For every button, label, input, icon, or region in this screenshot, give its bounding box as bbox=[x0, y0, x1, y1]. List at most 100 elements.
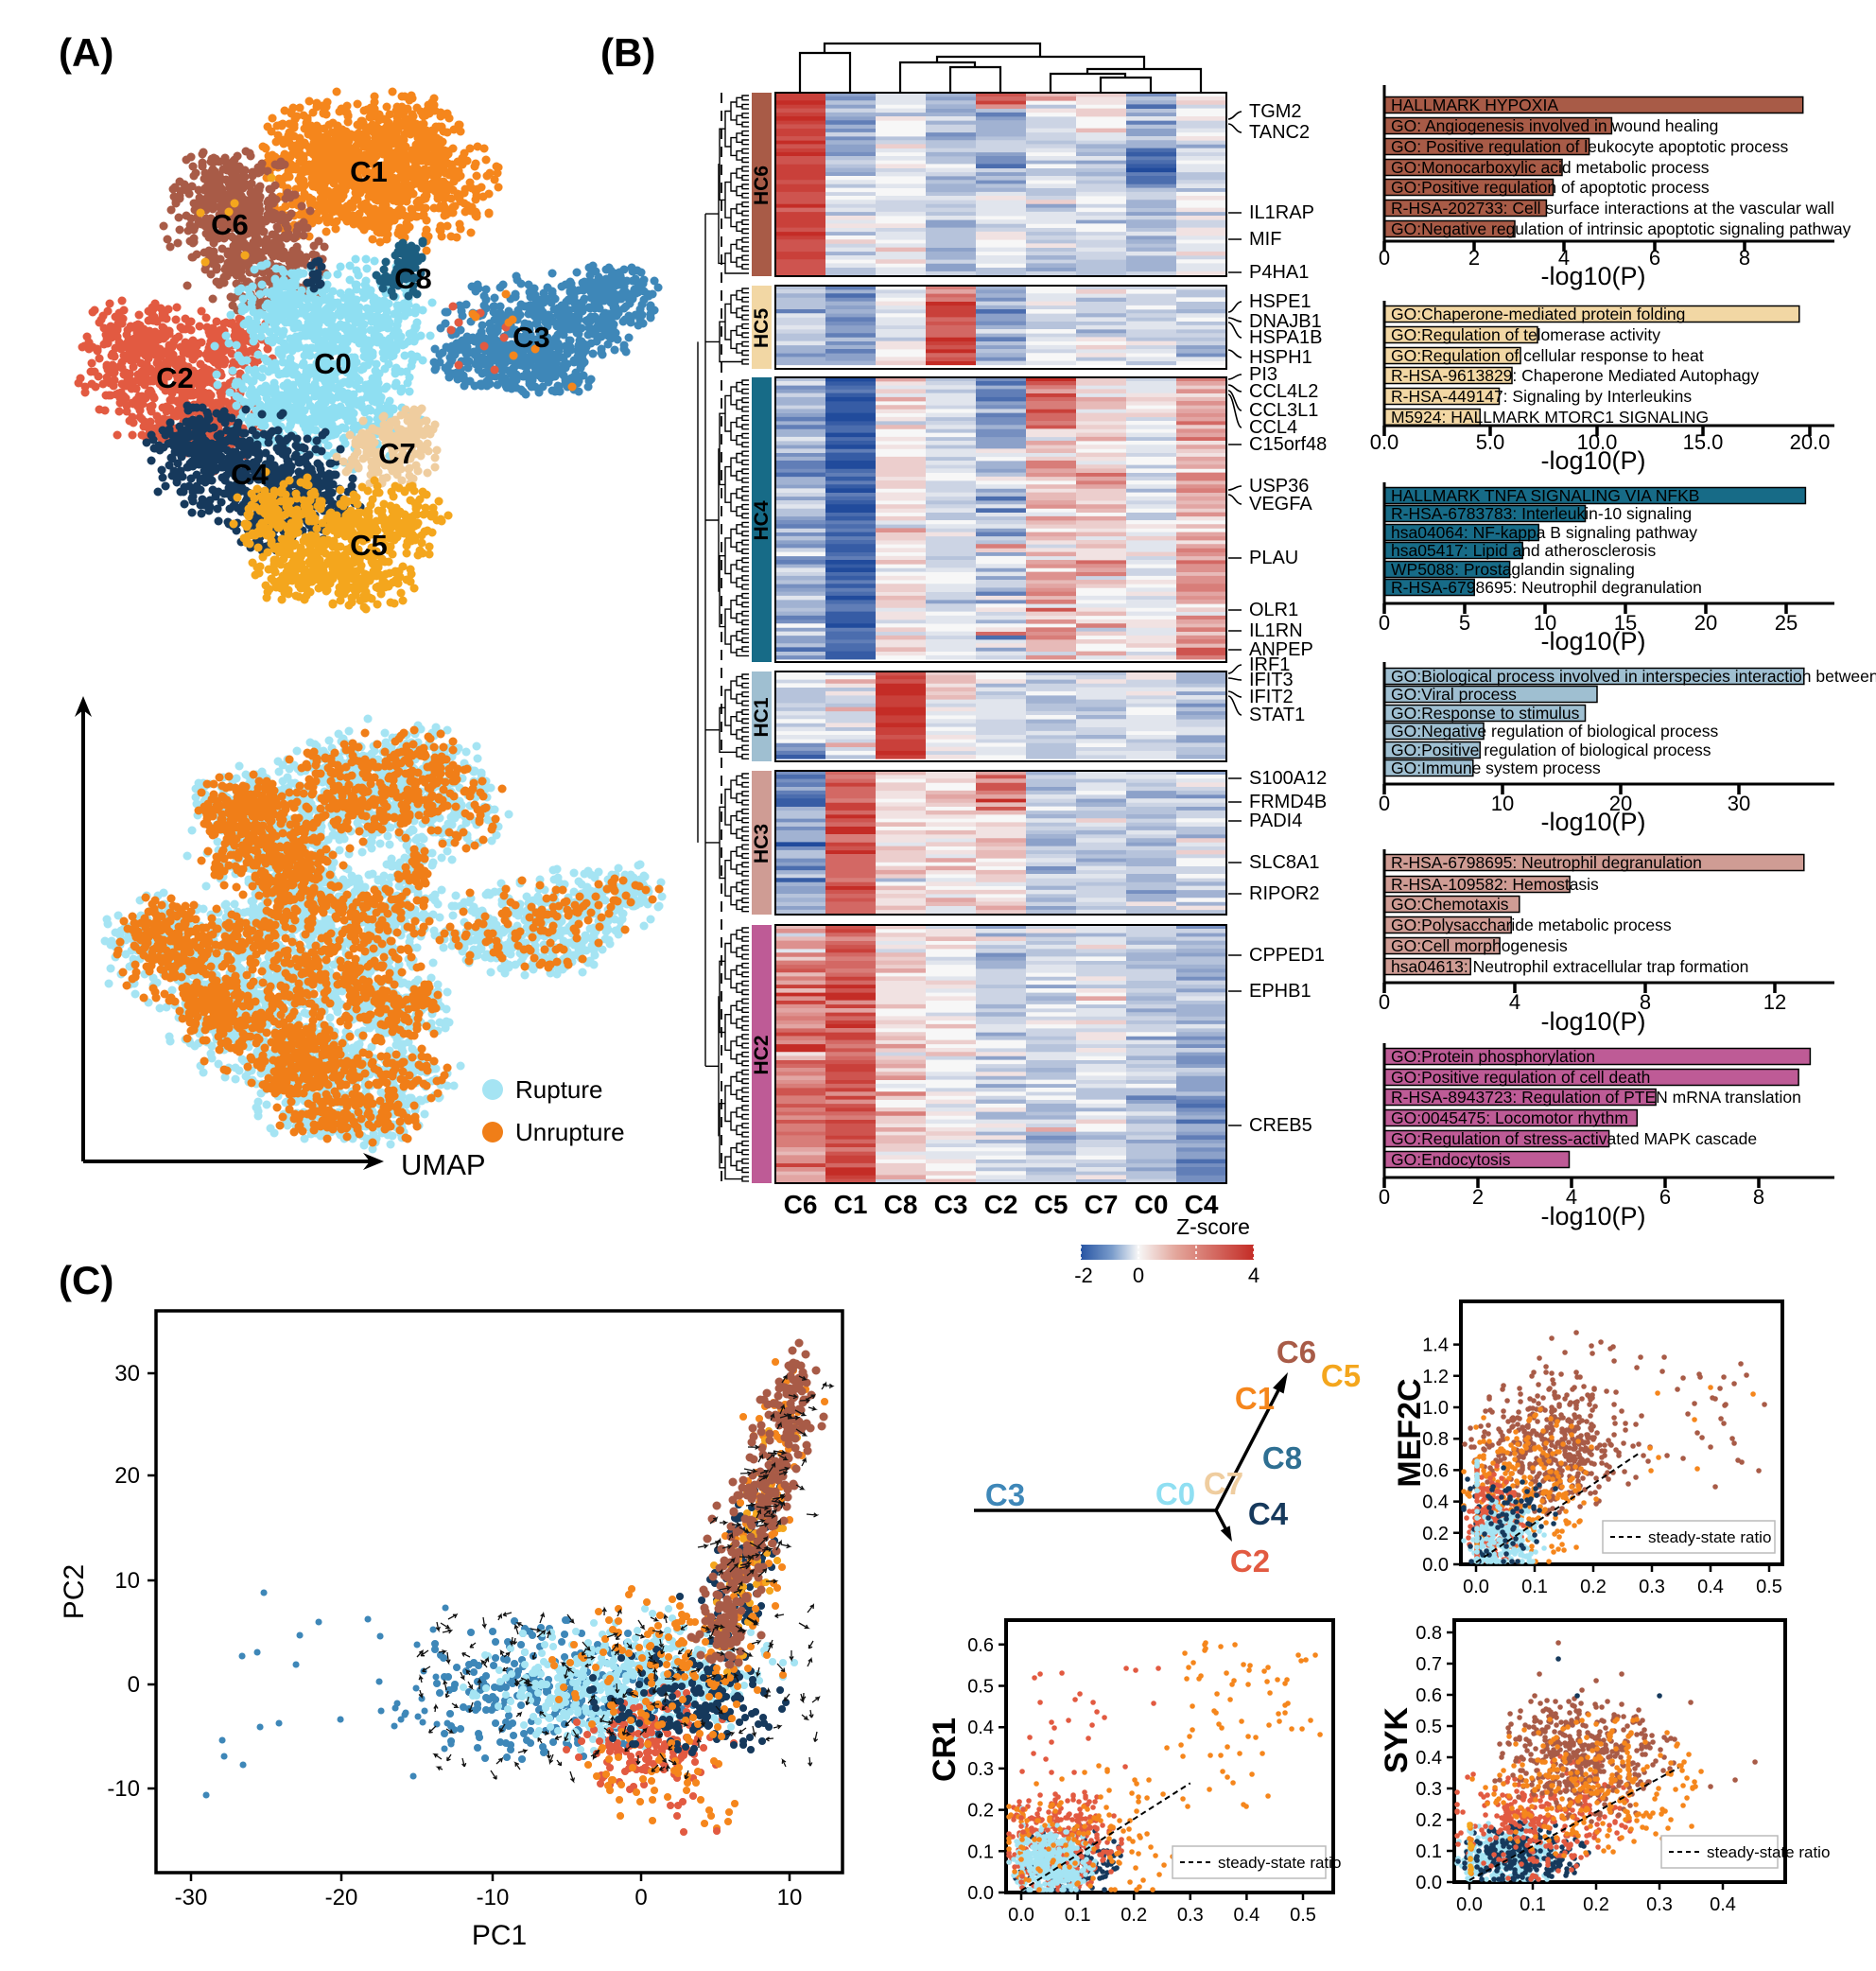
svg-text:C2: C2 bbox=[984, 1190, 1018, 1219]
svg-text:C0: C0 bbox=[1135, 1190, 1169, 1219]
svg-text:HC6: HC6 bbox=[751, 166, 773, 205]
svg-text:4: 4 bbox=[1509, 990, 1520, 1014]
svg-text:20: 20 bbox=[114, 1463, 140, 1489]
svg-text:IRF1: IRF1 bbox=[1249, 654, 1290, 675]
svg-text:-log10(P): -log10(P) bbox=[1540, 1202, 1645, 1230]
svg-text:C5: C5 bbox=[1034, 1190, 1068, 1219]
svg-text:GO:Negative regulation of intr: GO:Negative regulation of intrinsic apop… bbox=[1391, 219, 1851, 238]
svg-text:0.6: 0.6 bbox=[967, 1635, 994, 1656]
svg-text:0.3: 0.3 bbox=[967, 1759, 994, 1780]
svg-text:1.2: 1.2 bbox=[1422, 1367, 1449, 1387]
svg-text:R-HSA-6798695: Neutrophil degr: R-HSA-6798695: Neutrophil degranulation bbox=[1391, 578, 1702, 597]
svg-text:GO:Endocytosis: GO:Endocytosis bbox=[1391, 1150, 1511, 1169]
svg-text:C4: C4 bbox=[1248, 1496, 1289, 1531]
svg-text:C3: C3 bbox=[512, 321, 550, 354]
svg-text:C1: C1 bbox=[1235, 1381, 1275, 1416]
svg-text:0.0: 0.0 bbox=[1422, 1555, 1449, 1576]
svg-text:IFIT2: IFIT2 bbox=[1249, 687, 1294, 707]
svg-text:R-HSA-202733: Cell surface int: R-HSA-202733: Cell surface interactions … bbox=[1391, 199, 1834, 218]
svg-text:-log10(P): -log10(P) bbox=[1540, 262, 1645, 290]
svg-text:S100A12: S100A12 bbox=[1249, 768, 1327, 789]
svg-text:VEGFA: VEGFA bbox=[1249, 494, 1312, 515]
svg-text:GO:Monocarboxylic acid metabol: GO:Monocarboxylic acid metabolic process bbox=[1391, 158, 1710, 177]
svg-text:0.3: 0.3 bbox=[1646, 1894, 1673, 1915]
svg-text:HC3: HC3 bbox=[751, 824, 773, 863]
svg-text:30: 30 bbox=[114, 1361, 140, 1387]
svg-text:-20: -20 bbox=[325, 1885, 358, 1910]
svg-text:8: 8 bbox=[1753, 1185, 1764, 1209]
svg-text:TANC2: TANC2 bbox=[1249, 122, 1310, 143]
svg-text:GO:Chaperone-mediated protein: GO:Chaperone-mediated protein folding bbox=[1391, 305, 1685, 323]
svg-text:C2: C2 bbox=[1230, 1544, 1270, 1579]
svg-text:R-HSA-6798695: Neutrophil degr: R-HSA-6798695: Neutrophil degranulation bbox=[1391, 853, 1702, 872]
svg-text:4: 4 bbox=[1248, 1264, 1259, 1287]
svg-text:HSPE1: HSPE1 bbox=[1249, 291, 1311, 312]
svg-text:hsa04613: Neutrophil extracell: hsa04613: Neutrophil extracellular trap … bbox=[1391, 957, 1748, 976]
svg-text:-log10(P): -log10(P) bbox=[1540, 1007, 1645, 1036]
svg-text:GO:Response to stimulus: GO:Response to stimulus bbox=[1391, 704, 1580, 723]
svg-text:0.4: 0.4 bbox=[1422, 1492, 1449, 1513]
svg-text:GO:Immune system process: GO:Immune system process bbox=[1391, 759, 1601, 777]
svg-text:steady-state ratio: steady-state ratio bbox=[1218, 1854, 1341, 1872]
svg-text:0.3: 0.3 bbox=[1416, 1779, 1442, 1800]
svg-text:0.0: 0.0 bbox=[1463, 1577, 1489, 1597]
svg-text:HC2: HC2 bbox=[751, 1035, 773, 1074]
svg-text:SYK: SYK bbox=[1379, 1707, 1415, 1773]
svg-text:CCL4: CCL4 bbox=[1249, 417, 1297, 438]
svg-text:-2: -2 bbox=[1074, 1264, 1093, 1287]
svg-text:0.1: 0.1 bbox=[1416, 1841, 1442, 1862]
svg-text:STAT1: STAT1 bbox=[1249, 705, 1305, 725]
svg-text:GO:0045475: Locomotor rhythm: GO:0045475: Locomotor rhythm bbox=[1391, 1108, 1628, 1127]
svg-text:0.4: 0.4 bbox=[1697, 1577, 1724, 1597]
svg-text:0.2: 0.2 bbox=[1580, 1577, 1607, 1597]
svg-text:C7: C7 bbox=[378, 437, 416, 470]
svg-text:0.0: 0.0 bbox=[1416, 1873, 1442, 1893]
svg-text:R-HSA-8943723: Regulation of P: R-HSA-8943723: Regulation of PTEN mRNA t… bbox=[1391, 1088, 1801, 1107]
svg-text:C0: C0 bbox=[1155, 1476, 1195, 1511]
svg-text:0.4: 0.4 bbox=[967, 1718, 994, 1738]
svg-text:GO:Positive regulation of biol: GO:Positive regulation of biological pro… bbox=[1391, 741, 1711, 759]
svg-text:C1: C1 bbox=[350, 155, 388, 188]
svg-text:Z-score: Z-score bbox=[1176, 1214, 1250, 1239]
svg-text:0.8: 0.8 bbox=[1422, 1429, 1449, 1450]
svg-text:GO:Positive regulation of apop: GO:Positive regulation of apoptotic proc… bbox=[1391, 178, 1710, 197]
svg-text:SLC8A1: SLC8A1 bbox=[1249, 852, 1320, 873]
svg-text:OLR1: OLR1 bbox=[1249, 600, 1298, 620]
svg-text:0: 0 bbox=[1133, 1264, 1144, 1287]
svg-text:20: 20 bbox=[1694, 611, 1717, 635]
svg-text:GO:Chemotaxis: GO:Chemotaxis bbox=[1391, 895, 1509, 914]
svg-text:HC5: HC5 bbox=[751, 308, 773, 348]
svg-text:10: 10 bbox=[777, 1885, 803, 1910]
svg-text:10: 10 bbox=[1534, 611, 1556, 635]
svg-text:C6: C6 bbox=[211, 208, 249, 241]
svg-text:C0: C0 bbox=[314, 347, 352, 380]
svg-text:25: 25 bbox=[1775, 611, 1798, 635]
svg-text:0.5: 0.5 bbox=[1756, 1577, 1782, 1597]
svg-text:0.6: 0.6 bbox=[1422, 1460, 1449, 1481]
svg-text:IL1RN: IL1RN bbox=[1249, 620, 1303, 641]
svg-text:C4: C4 bbox=[231, 458, 269, 491]
svg-text:C1: C1 bbox=[834, 1190, 868, 1219]
svg-text:WP5088: Prostaglandin signalin: WP5088: Prostaglandin signaling bbox=[1391, 560, 1635, 579]
svg-text:C6: C6 bbox=[1277, 1334, 1316, 1369]
svg-text:0.2: 0.2 bbox=[967, 1801, 994, 1822]
svg-text:UMAP: UMAP bbox=[401, 1148, 486, 1181]
svg-text:C5: C5 bbox=[350, 529, 388, 562]
svg-text:PC2: PC2 bbox=[59, 1564, 90, 1619]
svg-text:CCL4L2: CCL4L2 bbox=[1249, 381, 1318, 402]
svg-text:0.3: 0.3 bbox=[1177, 1905, 1204, 1926]
svg-text:0.1: 0.1 bbox=[1520, 1894, 1546, 1915]
svg-text:CPPED1: CPPED1 bbox=[1249, 945, 1325, 966]
svg-text:MEF2C: MEF2C bbox=[1392, 1378, 1428, 1487]
svg-text:8: 8 bbox=[1739, 246, 1750, 270]
svg-text:2: 2 bbox=[1472, 1185, 1484, 1209]
svg-text:R-HSA-109582: Hemostasis: R-HSA-109582: Hemostasis bbox=[1391, 875, 1599, 894]
svg-text:GO:Positive regulation of cell: GO:Positive regulation of cell death bbox=[1391, 1068, 1650, 1087]
svg-text:C5: C5 bbox=[1321, 1358, 1361, 1393]
svg-text:R-HSA-9613829: Chaperone Media: R-HSA-9613829: Chaperone Mediated Autoph… bbox=[1391, 366, 1759, 385]
svg-text:PC1: PC1 bbox=[472, 1920, 527, 1951]
svg-text:C7: C7 bbox=[1085, 1190, 1119, 1219]
svg-text:ANPEP: ANPEP bbox=[1249, 639, 1313, 660]
svg-text:0.1: 0.1 bbox=[967, 1841, 994, 1862]
svg-text:10: 10 bbox=[114, 1568, 140, 1594]
